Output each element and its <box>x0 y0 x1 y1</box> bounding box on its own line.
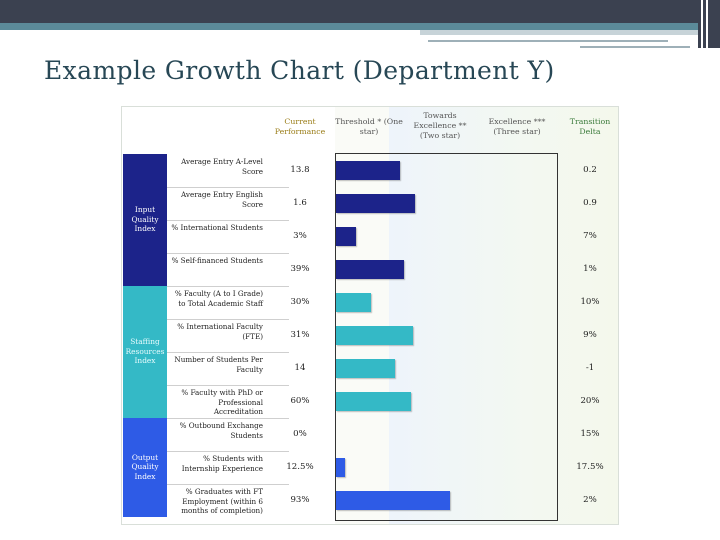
bar-area <box>389 107 618 524</box>
chart-bottom-line <box>335 520 558 521</box>
row-divider <box>167 451 289 452</box>
progress-bar <box>336 260 405 279</box>
delta-value: 0.9 <box>583 198 597 208</box>
progress-bar <box>336 491 451 510</box>
header-delta: Transition Delta <box>569 117 611 136</box>
header-excellence: Excellence *** (Three star) <box>488 117 546 136</box>
current-value: 1.6 <box>293 198 307 208</box>
group-block: Staffing Resources Index <box>123 286 167 418</box>
metric-label: % International Students <box>171 223 263 232</box>
metric-label: % Faculty with PhD or Professional Accre… <box>181 388 263 417</box>
progress-bar <box>336 161 400 180</box>
delta-value: 10% <box>580 297 600 307</box>
header-threshold: Threshold * (One star) <box>335 117 403 136</box>
chart-right-line <box>557 153 558 520</box>
row-divider <box>167 253 289 254</box>
current-value: 3% <box>293 231 307 241</box>
current-value: 39% <box>290 264 310 274</box>
row-divider <box>167 286 289 287</box>
delta-value: 0.2 <box>583 165 597 175</box>
header-towards: Towards Excellence ** (Two star) <box>413 111 467 140</box>
delta-value: 9% <box>583 330 597 340</box>
decor-line-1 <box>420 30 698 35</box>
delta-value: 17.5% <box>576 462 604 472</box>
chart-left-line <box>335 153 336 520</box>
group-block: Input Quality Index <box>123 154 167 286</box>
row-divider <box>167 385 289 386</box>
row-divider <box>167 319 289 320</box>
row-divider <box>167 484 289 485</box>
delta-value: 15% <box>580 429 600 439</box>
delta-value: 1% <box>583 264 597 274</box>
progress-bar <box>336 326 413 345</box>
delta-value: 20% <box>580 396 600 406</box>
group-block: Output Quality Index <box>123 418 167 517</box>
metric-label: % Faculty (A to I Grade) to Total Academ… <box>174 289 263 308</box>
accent-line <box>0 23 698 30</box>
metric-label: Average Entry English Score <box>180 190 263 209</box>
current-value: 30% <box>290 297 310 307</box>
current-value: 93% <box>290 495 310 505</box>
row-divider <box>167 418 289 419</box>
chart-top-line <box>335 153 558 154</box>
metric-label: % Outbound Exchange Students <box>179 421 263 440</box>
current-value: 12.5% <box>286 462 314 472</box>
progress-bar <box>336 359 396 378</box>
delta-value: -1 <box>585 363 595 373</box>
slide-title: Example Growth Chart (Department Y) <box>44 56 555 85</box>
metric-label: % International Faculty (FTE) <box>177 322 263 341</box>
progress-bar <box>336 293 372 312</box>
current-value: 0% <box>293 429 307 439</box>
row-divider <box>167 220 289 221</box>
current-value: 31% <box>290 330 310 340</box>
growth-chart: Current Performance Threshold * (One sta… <box>121 106 619 525</box>
progress-bar <box>336 458 345 477</box>
delta-value: 7% <box>583 231 597 241</box>
header-current: Current Performance <box>274 117 326 136</box>
metric-label: % Graduates with FT Employment (within 6… <box>181 487 263 516</box>
group-label: Staffing Resources Index <box>125 337 165 365</box>
decor-line-3 <box>580 46 690 48</box>
row-divider <box>167 187 289 188</box>
progress-bar <box>336 392 411 411</box>
delta-value: 2% <box>583 495 597 505</box>
row-divider <box>167 352 289 353</box>
group-label: Output Quality Index <box>131 452 159 481</box>
metric-label: % Students with Internship Experience <box>181 454 263 473</box>
current-value: 14 <box>294 363 306 373</box>
current-value: 13.8 <box>290 165 310 175</box>
metric-label: Average Entry A-Level Score <box>181 157 263 176</box>
progress-bar <box>336 227 356 246</box>
current-value: 60% <box>290 396 310 406</box>
metric-label: Number of Students Per Faculty <box>174 355 263 374</box>
top-bar-corner <box>698 0 720 48</box>
progress-bar <box>336 194 416 213</box>
metric-label: % Self-financed Students <box>171 256 263 265</box>
top-bar <box>0 0 720 23</box>
group-label: Input Quality Index <box>131 205 159 233</box>
decor-line-2 <box>428 40 668 42</box>
